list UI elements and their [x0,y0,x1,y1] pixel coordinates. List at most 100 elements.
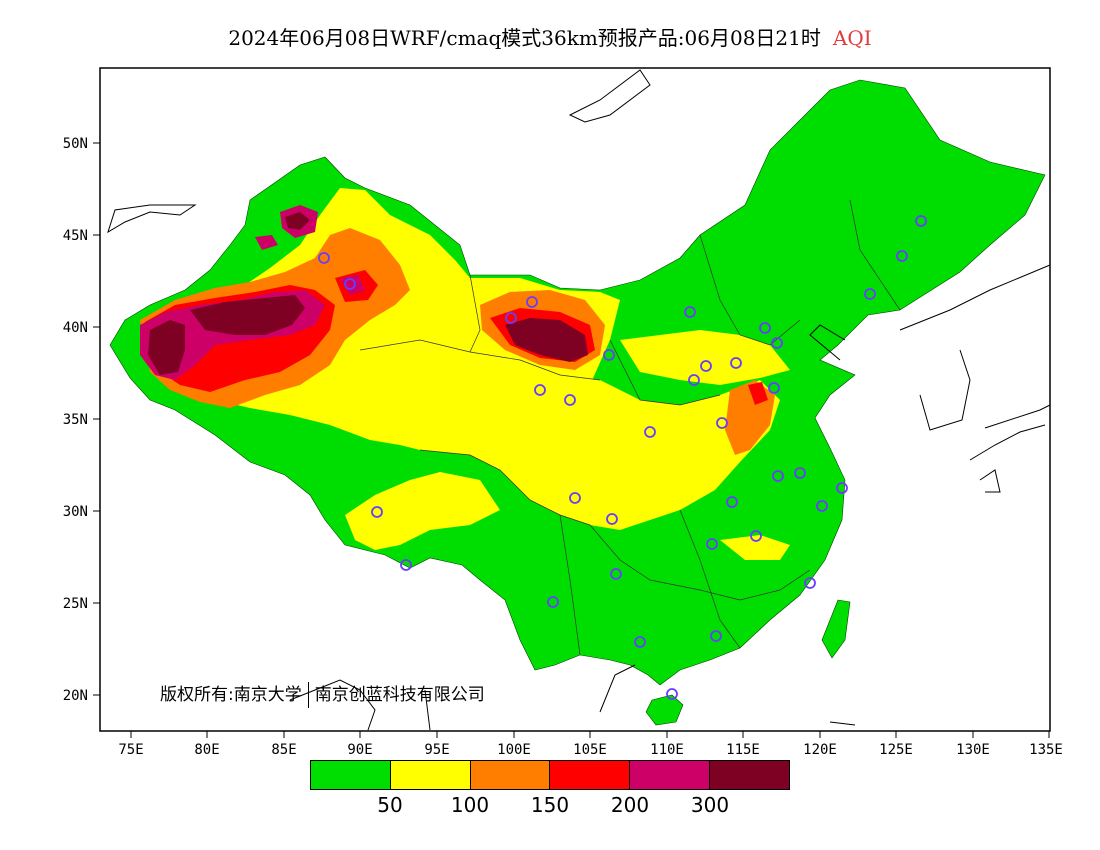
aqi-zone-unhealthy [748,382,768,405]
station-marker [836,482,848,494]
station-marker [768,382,780,394]
station-marker [750,530,762,542]
station-marker [610,568,622,580]
station-marker [700,360,712,372]
station-marker [644,426,656,438]
station-marker [688,374,700,386]
station-marker [706,538,718,550]
station-marker [371,506,383,518]
station-marker [730,357,742,369]
colorbar-label: 300 [690,793,730,817]
colorbar-label: 200 [610,793,650,817]
station-marker [634,636,646,648]
lat-axis: 50N 45N 40N 35N 30N 25N 20N [63,136,100,704]
station-marker [684,306,696,318]
aqi-zone-hazardous [505,318,588,362]
coastline [899,264,1051,431]
station-marker [794,467,806,479]
map-title: 2024年06月08日WRF/cmaq模式36km预报产品:06月08日21时 A… [0,22,1100,51]
lat-tick-label: 50N [63,136,88,152]
station-marker [816,500,828,512]
colorbar-label: 150 [530,793,570,817]
lon-tick-label: 110E [650,742,684,758]
aqi-colorbar [310,760,790,790]
aqi-zone-good [645,694,684,726]
lon-tick-label: 95E [424,742,449,758]
province-boundaries [359,199,901,656]
copyright-right: 南京创蓝科技有限公司 [314,685,485,705]
lat-tick-label: 40N [63,320,88,336]
colorbar-swatch [470,761,551,789]
station-marker [864,288,876,300]
colorbar-swatch [390,761,471,789]
aqi-zone-moderate [720,535,790,560]
aqi-zone-hazardous [285,212,310,230]
colorbar-swatch [710,761,789,789]
coastline-layer [107,69,1051,731]
lat-tick-label: 35N [63,412,88,428]
province-boundary [679,509,741,649]
province-boundary [359,339,601,381]
aqi-zone-hazardous [190,295,305,335]
lon-tick-label: 115E [726,742,760,758]
aqi-fill-layer [109,79,1046,726]
station-marker [603,349,615,361]
aqi-zone-moderate [620,330,790,385]
province-boundary [419,449,591,526]
coastline [809,324,846,361]
province-boundary [699,234,801,346]
coastline [969,404,1051,493]
aqi-zone-moderate [345,472,500,550]
lon-tick-label: 130E [956,742,990,758]
aqi-zone-hazardous [148,320,185,375]
station-marker [915,215,927,227]
lat-tick-label: 25N [63,596,88,612]
province-boundary [589,524,811,601]
station-marker [772,470,784,482]
colorbar-swatch [311,761,391,789]
lon-tick-label: 80E [194,742,219,758]
station-marker [564,394,576,406]
colorbar-labels: 50 100 150 200 300 [310,793,790,819]
lat-tick-label: 45N [63,228,88,244]
copyright-separator [307,682,309,708]
station-marker [716,417,728,429]
colorbar-label: 100 [450,793,490,817]
coastline [289,679,431,731]
station-marker [771,337,783,349]
station-marker [710,630,722,642]
lat-tick-label: 30N [63,504,88,520]
copyright-left: 版权所有:南京大学 [160,685,302,705]
lon-tick-label: 75E [118,742,143,758]
station-marker [534,384,546,396]
province-boundary [609,339,721,406]
coastline [599,664,856,726]
lon-tick-label: 105E [573,742,607,758]
station-marker [400,559,412,571]
colorbar-swatch [630,761,711,789]
station-marker [344,278,356,290]
province-boundary [559,514,581,656]
title-quantity: AQI [832,26,872,50]
lon-tick-label: 85E [271,742,296,758]
station-marker [896,250,908,262]
station-markers [318,215,927,700]
station-marker [318,252,330,264]
province-boundary [849,199,901,311]
coastline [568,69,651,123]
station-marker [804,577,816,589]
station-marker [547,596,559,608]
station-marker [569,492,581,504]
aqi-zone-moderate [355,345,780,530]
aqi-zone-good [821,599,851,659]
lon-tick-label: 125E [879,742,913,758]
station-marker [666,688,678,700]
lat-tick-label: 20N [63,688,88,704]
lon-axis: 75E 80E 85E 90E 95E 100E 105E 110E 115E … [118,731,1063,758]
station-marker [726,496,738,508]
lon-tick-label: 90E [347,742,372,758]
title-main: 2024年06月08日WRF/cmaq模式36km预报产品:06月08日21时 [228,26,821,50]
copyright-notice: 版权所有:南京大学 南京创蓝科技有限公司 [160,680,485,708]
station-marker [526,296,538,308]
